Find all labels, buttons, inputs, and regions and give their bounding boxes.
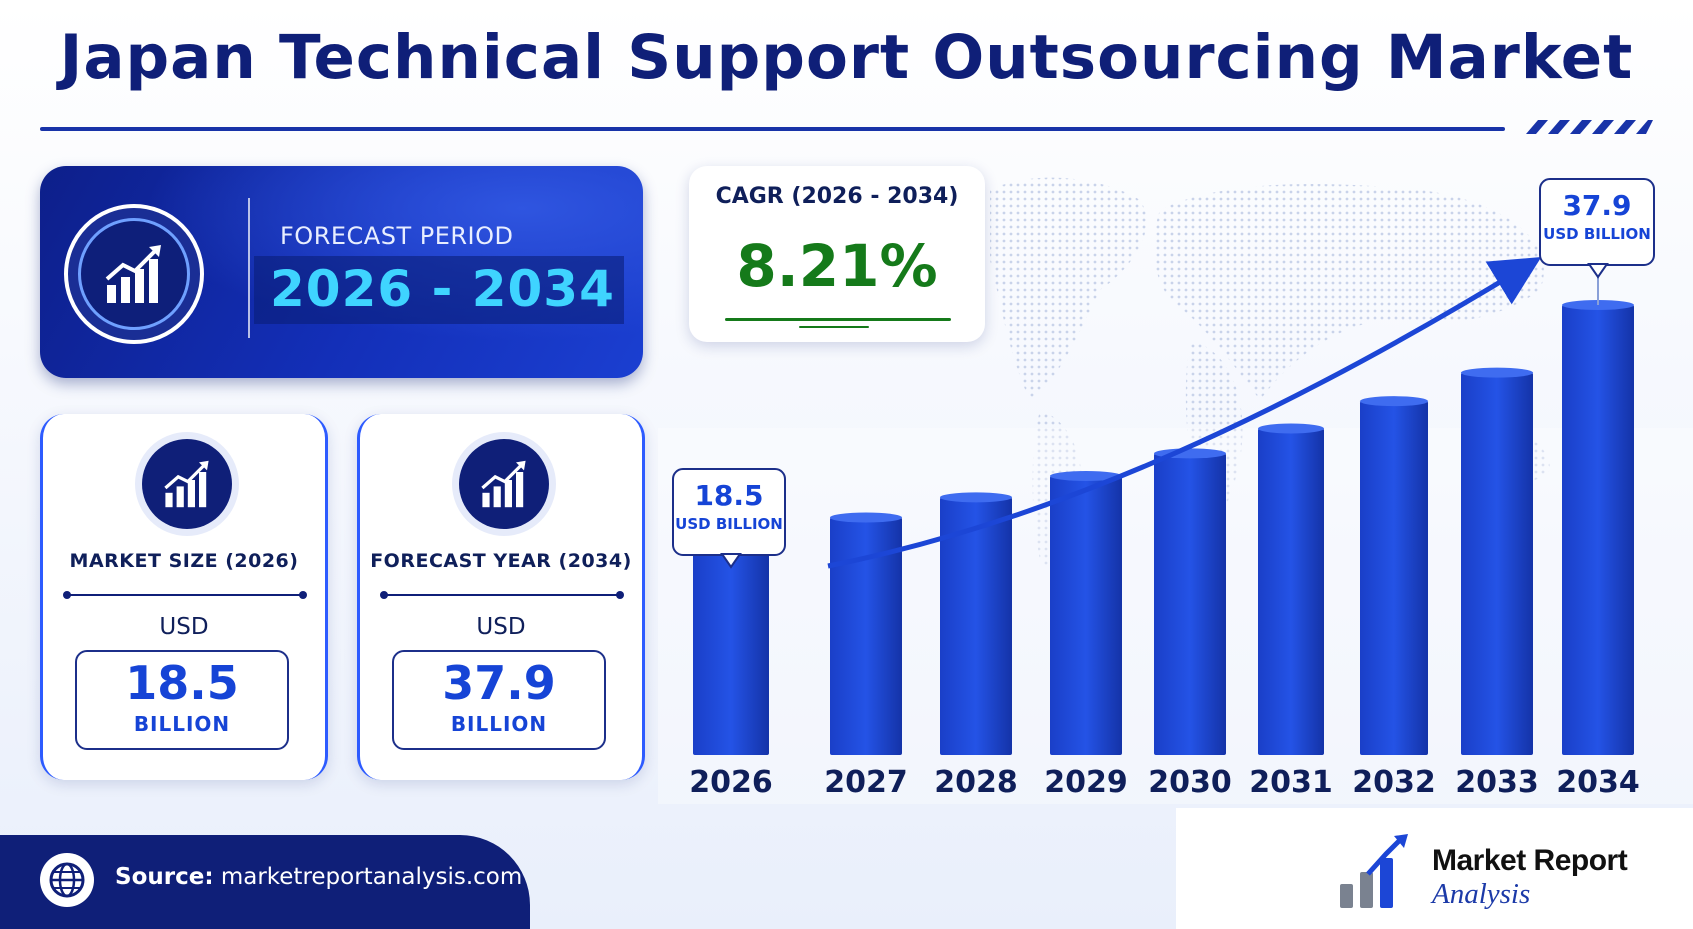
banner-divider bbox=[248, 198, 250, 338]
bar-top-2029 bbox=[1050, 470, 1122, 481]
source-text: Source: marketreportanalysis.com bbox=[115, 864, 522, 890]
cagr-value: 8.21% bbox=[736, 232, 938, 300]
title-underline bbox=[40, 127, 1505, 131]
x-tick-label: 2029 bbox=[1044, 765, 1128, 800]
market-size-unit: BILLION bbox=[133, 712, 231, 736]
forecast-period-box bbox=[254, 256, 624, 324]
callout-unit: USD BILLION bbox=[675, 515, 783, 533]
bar-chart-growth-icon bbox=[481, 460, 526, 508]
x-tick-label: 2026 bbox=[689, 765, 773, 800]
x-tick-label: 2027 bbox=[824, 765, 908, 800]
bar-2032 bbox=[1360, 401, 1428, 755]
x-tick-label: 2030 bbox=[1148, 765, 1232, 800]
value-callout-2026: 18.5 USD BILLION bbox=[672, 468, 786, 569]
cagr-box: CAGR (2026 - 2034) 8.21% bbox=[689, 166, 985, 342]
x-tick-label: 2033 bbox=[1455, 765, 1539, 800]
bar-top-2027 bbox=[830, 512, 902, 523]
forecast-period-value: 2026 - 2034 bbox=[270, 260, 615, 318]
callout-unit: USD BILLION bbox=[1543, 225, 1651, 243]
bar-2026 bbox=[693, 535, 769, 755]
card-divider bbox=[380, 591, 624, 599]
value-callout-2034: 37.9 USD BILLION bbox=[1539, 178, 1655, 305]
cagr-underline-short bbox=[799, 326, 869, 328]
growth-trend-arrow bbox=[827, 257, 1542, 569]
forecast-year-label: FORECAST YEAR (2034) bbox=[370, 550, 632, 572]
forecast-period-banner: FORECAST PERIOD 2026 - 2034 bbox=[40, 166, 643, 378]
globe-icon bbox=[40, 853, 94, 907]
logo-mark-icon bbox=[1340, 834, 1408, 908]
market-size-value: 18.5 bbox=[125, 656, 239, 710]
bar-2029 bbox=[1050, 475, 1122, 755]
forecast-year-card: FORECAST YEAR (2034) USD 37.9 BILLION bbox=[357, 414, 645, 780]
bar-2030 bbox=[1154, 453, 1226, 755]
forecast-year-unit: BILLION bbox=[450, 712, 548, 736]
market-size-card: MARKET SIZE (2026) USD 18.5 BILLION bbox=[40, 414, 328, 780]
callout-value: 18.5 bbox=[694, 479, 763, 512]
x-tick-label: 2034 bbox=[1556, 765, 1640, 800]
bar-2031 bbox=[1258, 428, 1324, 755]
market-size-currency: USD bbox=[159, 614, 209, 640]
source-label: Source: bbox=[115, 864, 214, 890]
x-tick-label: 2031 bbox=[1249, 765, 1333, 800]
forecast-period-label: FORECAST PERIOD bbox=[280, 222, 514, 250]
bar-2028 bbox=[940, 497, 1012, 755]
bar-2034 bbox=[1562, 305, 1634, 755]
bar-2033 bbox=[1461, 372, 1533, 755]
logo-sub: Analysis bbox=[1432, 878, 1531, 910]
logo-name: Market Report bbox=[1432, 844, 1628, 877]
cagr-underline bbox=[725, 318, 951, 321]
source-url[interactable]: marketreportanalysis.com bbox=[220, 864, 523, 890]
market-size-value-box: 18.5 BILLION bbox=[75, 650, 289, 750]
logo-area bbox=[1176, 808, 1693, 929]
card-divider bbox=[63, 591, 307, 599]
forecast-year-value: 37.9 bbox=[442, 656, 556, 710]
bar-chart-growth-icon bbox=[164, 460, 209, 508]
bar-top-2031 bbox=[1258, 423, 1324, 434]
bar-2027 bbox=[830, 517, 902, 755]
forecast-year-currency: USD bbox=[476, 614, 526, 640]
forecast-year-value-box: 37.9 BILLION bbox=[392, 650, 606, 750]
bar-top-2028 bbox=[940, 492, 1012, 503]
x-tick-label: 2028 bbox=[934, 765, 1018, 800]
title-stripes-decoration bbox=[1526, 120, 1653, 134]
cagr-label: CAGR (2026 - 2034) bbox=[715, 184, 959, 209]
callout-value: 37.9 bbox=[1562, 189, 1631, 222]
market-size-label: MARKET SIZE (2026) bbox=[69, 550, 299, 572]
page-title: Japan Technical Support Outsourcing Mark… bbox=[59, 22, 1634, 93]
banner-icon-ring bbox=[64, 204, 204, 344]
bar-top-2032 bbox=[1360, 396, 1428, 407]
bar-top-2033 bbox=[1461, 367, 1533, 378]
x-tick-label: 2032 bbox=[1352, 765, 1436, 800]
bar-chart-growth-icon bbox=[105, 245, 161, 303]
